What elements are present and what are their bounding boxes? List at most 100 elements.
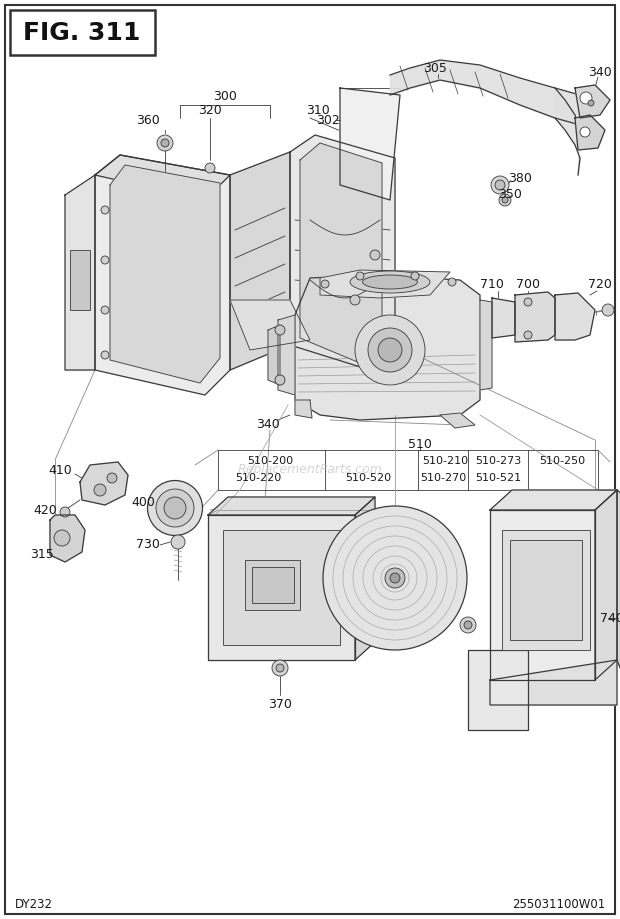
Circle shape [101,306,109,314]
Text: 320: 320 [198,104,222,117]
Circle shape [161,139,169,147]
Circle shape [350,295,360,305]
Text: 510: 510 [408,437,432,450]
Text: 510-273: 510-273 [475,456,521,466]
Circle shape [275,375,285,385]
Polygon shape [80,462,128,505]
Circle shape [272,660,288,676]
Circle shape [448,278,456,286]
Bar [70,250,90,310]
Polygon shape [50,515,85,562]
Circle shape [385,568,405,588]
Circle shape [390,573,400,583]
Text: 510-220: 510-220 [235,473,281,483]
Text: 510-210: 510-210 [422,456,468,466]
Text: 255031100W01: 255031100W01 [512,899,605,912]
Polygon shape [110,165,220,383]
Text: 300: 300 [213,90,237,104]
Text: 740: 740 [600,611,620,625]
Bar [468,650,528,730]
Text: 360: 360 [136,114,160,127]
Polygon shape [290,135,395,370]
Text: 340: 340 [256,418,280,432]
Polygon shape [95,155,230,395]
Text: 370: 370 [268,698,292,711]
Circle shape [356,272,364,280]
Polygon shape [320,270,450,298]
Polygon shape [515,292,555,342]
Text: 730: 730 [136,539,160,551]
Circle shape [464,621,472,629]
Circle shape [502,197,508,203]
Polygon shape [295,400,312,418]
Text: 710: 710 [480,278,504,291]
Ellipse shape [164,497,186,519]
Circle shape [491,176,509,194]
Text: 340: 340 [588,65,612,78]
Circle shape [276,664,284,672]
Text: 305: 305 [423,62,447,74]
Text: 700: 700 [516,278,540,291]
Text: DY232: DY232 [15,899,53,912]
Polygon shape [65,175,95,370]
Text: 510-250: 510-250 [539,456,585,466]
Polygon shape [268,325,280,385]
Circle shape [60,507,70,517]
Circle shape [460,617,476,633]
Text: 315: 315 [30,549,54,562]
Circle shape [94,484,106,496]
Polygon shape [208,515,355,660]
Circle shape [378,338,402,362]
Circle shape [54,530,70,546]
Polygon shape [208,497,375,515]
Circle shape [157,135,173,151]
Polygon shape [575,115,605,150]
Bar [502,530,590,650]
Text: 720: 720 [588,278,612,291]
Ellipse shape [148,481,203,536]
Polygon shape [555,293,595,340]
Polygon shape [595,490,617,680]
Circle shape [580,127,590,137]
Circle shape [524,331,532,339]
Bar [510,540,582,640]
Circle shape [370,250,380,260]
Circle shape [101,351,109,359]
Text: 510-270: 510-270 [420,473,466,483]
Text: 410: 410 [48,463,72,476]
Circle shape [321,280,329,288]
Text: 510-521: 510-521 [475,473,521,483]
Text: 350: 350 [498,187,522,200]
Text: 302: 302 [316,114,340,127]
Polygon shape [230,300,310,350]
Circle shape [323,506,467,650]
Circle shape [107,473,117,483]
Polygon shape [490,490,617,510]
Text: 400: 400 [131,495,155,508]
Polygon shape [440,413,475,428]
Circle shape [101,206,109,214]
Bar [252,567,294,603]
Ellipse shape [156,489,194,527]
Bar [223,530,340,645]
Polygon shape [278,315,295,395]
Text: 510-200: 510-200 [247,456,293,466]
Polygon shape [490,510,595,680]
Text: 510-520: 510-520 [345,473,391,483]
Polygon shape [230,152,290,370]
Circle shape [411,272,419,280]
Text: FIG. 311: FIG. 311 [24,21,141,45]
Circle shape [588,100,594,106]
Circle shape [495,180,505,190]
Polygon shape [300,143,382,363]
Circle shape [355,315,425,385]
Text: ReplacementParts.com: ReplacementParts.com [237,463,383,476]
Circle shape [171,535,185,549]
Polygon shape [490,660,617,705]
Circle shape [275,325,285,335]
Polygon shape [492,298,515,338]
Ellipse shape [350,271,430,293]
Circle shape [524,298,532,306]
Circle shape [368,328,412,372]
Circle shape [101,256,109,264]
